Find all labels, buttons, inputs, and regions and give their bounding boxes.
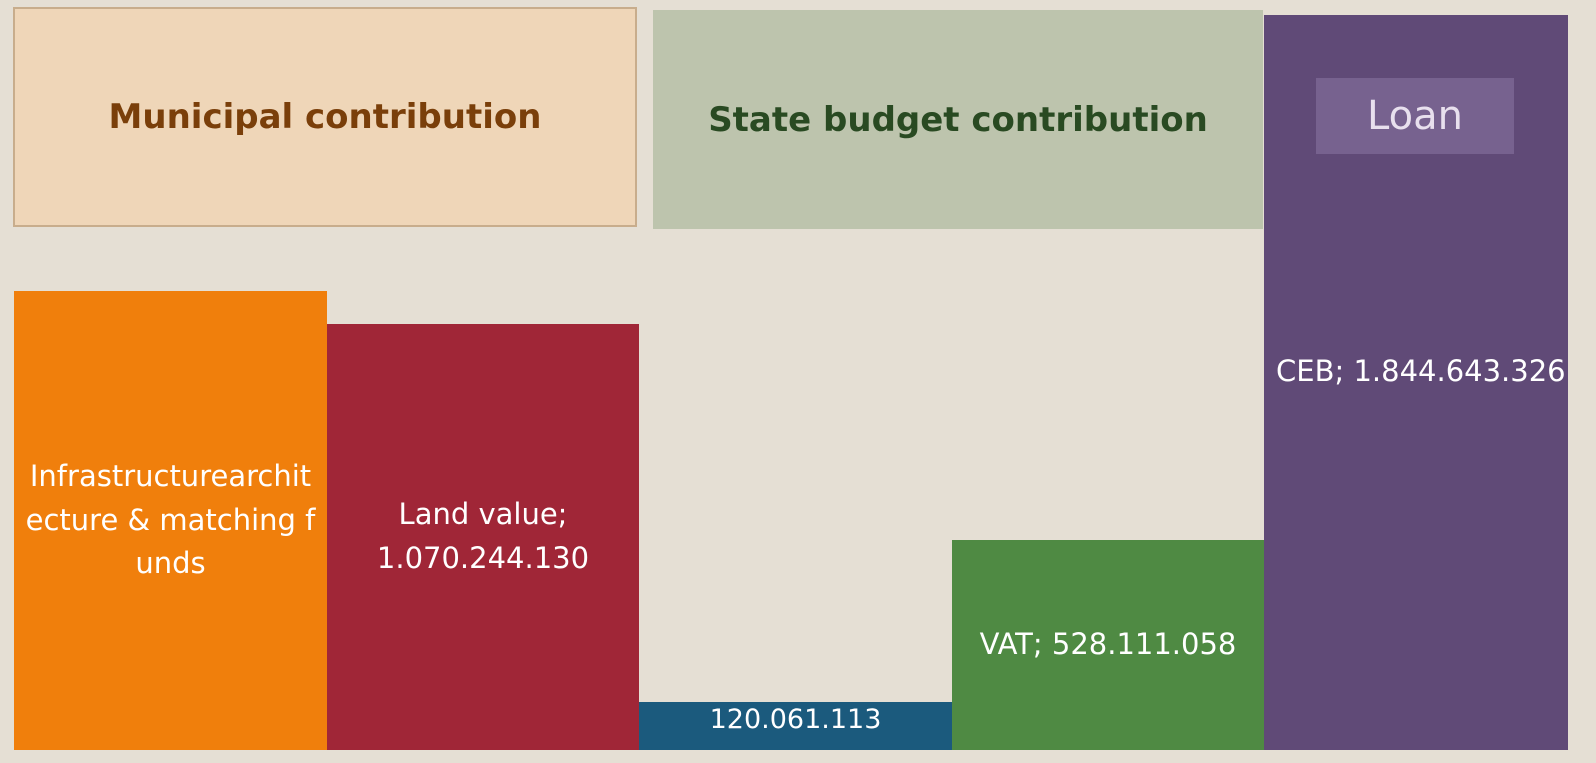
label: Loan <box>1367 93 1463 139</box>
bar: Infrastructurearchitecture & matching fu… <box>14 290 327 750</box>
label: 120.061.113 <box>709 704 882 736</box>
bar: Land value; 1.070.244.130 <box>327 323 639 750</box>
label: Infrastructurearchitecture & matching fu… <box>25 459 316 581</box>
group-header: Municipal contribution <box>13 7 637 227</box>
label: Land value; 1.070.244.130 <box>376 497 590 575</box>
label: Municipal contribution <box>108 97 542 137</box>
label: CEB; 1.844.643.326 <box>1276 354 1566 388</box>
label: State budget contribution <box>708 99 1208 140</box>
label: VAT; 528.111.058 <box>979 627 1237 662</box>
bar: 120.061.113 <box>639 702 952 750</box>
bar: VAT; 528.111.058 <box>952 539 1264 750</box>
group-header: Loan <box>1316 78 1514 154</box>
group-header: State budget contribution <box>653 10 1263 229</box>
